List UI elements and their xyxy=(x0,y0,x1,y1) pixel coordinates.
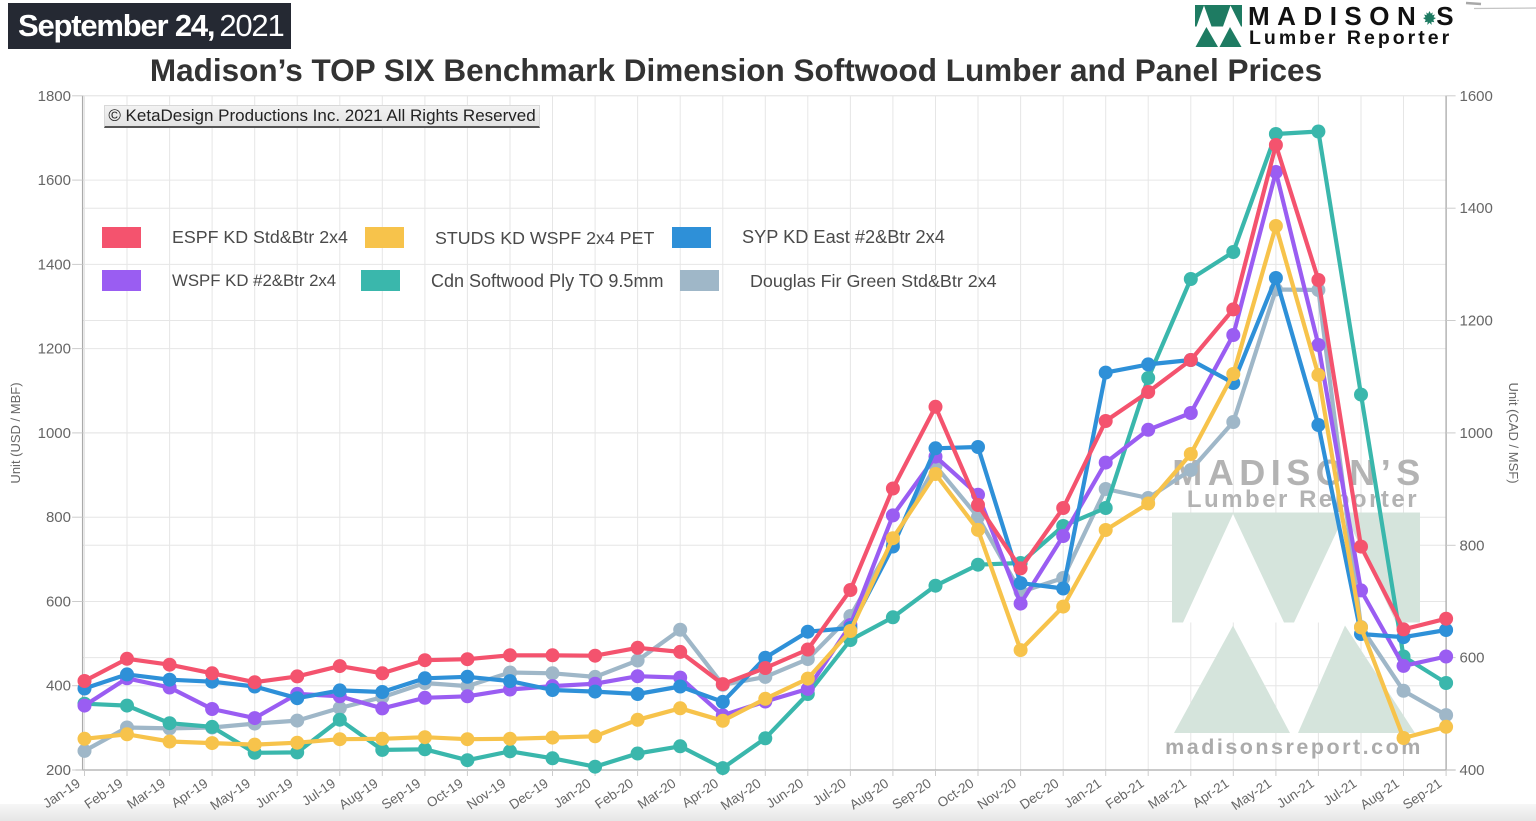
svg-text:Lumber Reporter: Lumber Reporter xyxy=(1187,486,1419,513)
svg-text:1800: 1800 xyxy=(38,88,71,105)
svg-text:Jun-19: Jun-19 xyxy=(253,776,296,812)
svg-text:1200: 1200 xyxy=(38,341,71,358)
svg-text:Aug-21: Aug-21 xyxy=(1357,776,1401,813)
svg-text:Nov-20: Nov-20 xyxy=(975,776,1019,813)
svg-text:Apr-20: Apr-20 xyxy=(679,776,721,811)
svg-text:Nov-19: Nov-19 xyxy=(464,776,508,813)
svg-text:Apr-21: Apr-21 xyxy=(1190,776,1232,811)
svg-text:MADISON’S: MADISON’S xyxy=(1172,452,1426,493)
svg-text:May-21: May-21 xyxy=(1229,776,1275,814)
svg-text:600: 600 xyxy=(46,594,71,611)
svg-text:Aug-19: Aug-19 xyxy=(336,776,380,813)
svg-text:Sep-20: Sep-20 xyxy=(889,776,933,813)
svg-text:madisonsreport.com: madisonsreport.com xyxy=(1165,735,1423,759)
svg-text:Oct-20: Oct-20 xyxy=(935,776,977,811)
svg-text:1400: 1400 xyxy=(1460,200,1493,217)
svg-text:Jan-19: Jan-19 xyxy=(40,776,83,812)
svg-text:Feb-19: Feb-19 xyxy=(82,776,126,812)
svg-text:Mar-21: Mar-21 xyxy=(1145,776,1189,812)
svg-text:400: 400 xyxy=(46,678,71,695)
svg-text:Jun-21: Jun-21 xyxy=(1274,776,1317,812)
svg-text:1600: 1600 xyxy=(1460,88,1493,105)
svg-text:Aug-20: Aug-20 xyxy=(847,776,891,813)
svg-text:1000: 1000 xyxy=(1460,425,1493,442)
svg-text:600: 600 xyxy=(1460,650,1485,667)
svg-text:May-19: May-19 xyxy=(207,776,253,814)
svg-text:Jul-19: Jul-19 xyxy=(299,776,338,809)
svg-text:Jan-21: Jan-21 xyxy=(1061,776,1104,812)
svg-text:Apr-19: Apr-19 xyxy=(168,776,210,811)
svg-text:200: 200 xyxy=(46,762,71,779)
svg-text:Feb-21: Feb-21 xyxy=(1103,776,1147,812)
svg-text:Mar-20: Mar-20 xyxy=(635,776,679,812)
svg-text:Jul-21: Jul-21 xyxy=(1320,776,1359,809)
svg-text:Dec-19: Dec-19 xyxy=(506,776,550,813)
svg-text:Dec-20: Dec-20 xyxy=(1017,776,1061,813)
svg-text:Feb-20: Feb-20 xyxy=(592,776,636,812)
svg-text:Unit (USD / MBF): Unit (USD / MBF) xyxy=(8,382,23,483)
svg-text:Jan-20: Jan-20 xyxy=(551,776,594,812)
svg-text:1600: 1600 xyxy=(38,172,71,189)
svg-text:Sep-21: Sep-21 xyxy=(1400,776,1444,813)
svg-text:May-20: May-20 xyxy=(718,776,764,814)
svg-text:400: 400 xyxy=(1460,762,1485,779)
svg-text:1000: 1000 xyxy=(38,425,71,442)
svg-text:Jul-20: Jul-20 xyxy=(810,776,849,809)
svg-text:Sep-19: Sep-19 xyxy=(379,776,423,813)
svg-text:1200: 1200 xyxy=(1460,313,1493,330)
svg-text:800: 800 xyxy=(1460,537,1485,554)
svg-text:1400: 1400 xyxy=(38,256,71,273)
svg-text:Oct-19: Oct-19 xyxy=(424,776,466,811)
svg-text:Mar-19: Mar-19 xyxy=(124,776,168,812)
svg-text:Jun-20: Jun-20 xyxy=(764,776,807,812)
svg-text:800: 800 xyxy=(46,509,71,526)
svg-text:Unit (CAD / MSF): Unit (CAD / MSF) xyxy=(1506,382,1521,483)
